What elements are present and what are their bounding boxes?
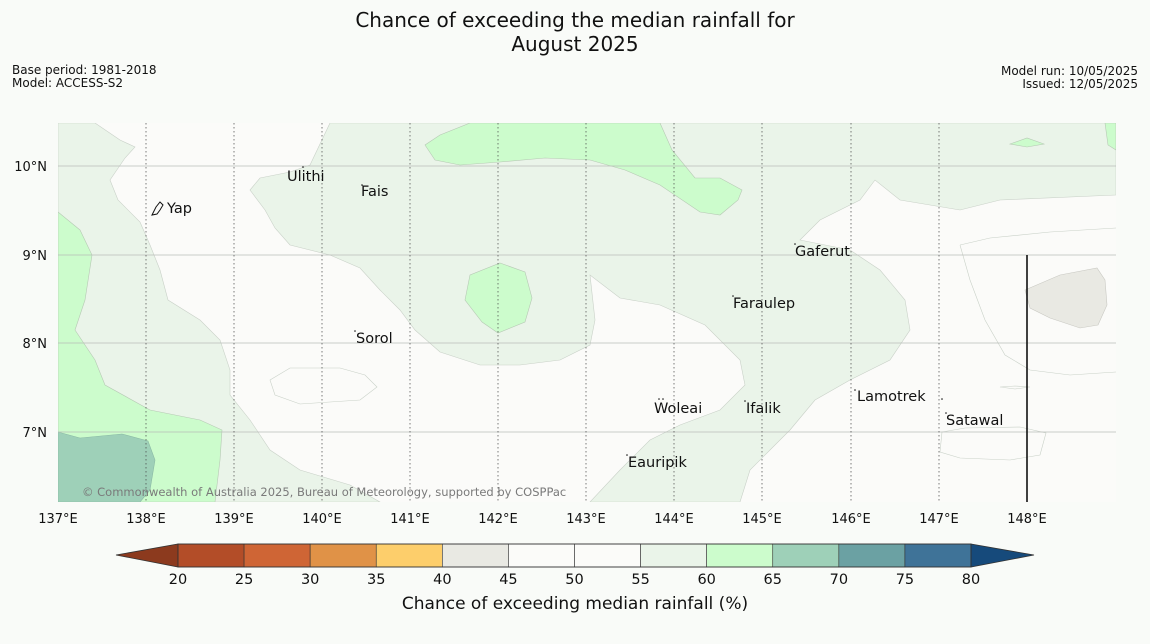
colorbar-tick-label: 55 (631, 572, 649, 588)
copyright-note: © Commonwealth of Australia 2025, Bureau… (82, 485, 566, 499)
colorbar-segments (177, 543, 972, 568)
issued-label: Issued: 12/05/2025 (1022, 77, 1138, 91)
colorbar-tick-label: 35 (367, 572, 385, 588)
map-title: Chance of exceeding the median rainfall … (0, 8, 1150, 56)
lon-label-143e: 143°E (566, 512, 606, 527)
lon-label-138e: 138°E (126, 512, 166, 527)
colorbar-segment (508, 543, 575, 568)
model-run-label: Model run: 10/05/2025 (1000, 64, 1138, 78)
place-label-lamotrek: Lamotrek (857, 389, 926, 405)
colorbar-tick-label: 50 (565, 572, 583, 588)
contour-sorol-south (269, 367, 378, 405)
colorbar-tick-label: 60 (697, 572, 715, 588)
longitude-gridlines (145, 123, 940, 502)
colorbar-frame (177, 543, 972, 568)
colorbar-extend-high (970, 543, 1035, 568)
lon-label-146e: 146°E (831, 512, 871, 527)
lon-label-145e: 145°E (742, 512, 782, 527)
place-label-ifalik: Ifalik (746, 401, 781, 417)
colorbar-segment (442, 543, 509, 568)
title-line-1: Chance of exceeding the median rainfall … (355, 8, 795, 32)
rainfall-probability-fields (58, 123, 1116, 502)
region-60-65-center (464, 262, 533, 334)
colorbar-segment (375, 543, 443, 568)
colorbar-extend-low (115, 543, 179, 568)
contour-east (959, 227, 1116, 376)
colorbar-tick-label: 25 (235, 572, 253, 588)
place-label-ulithi: Ulithi (287, 169, 325, 185)
region-55-60-central (249, 123, 1116, 502)
island-dots (302, 166, 947, 456)
title-line-2: August 2025 (511, 32, 639, 56)
colorbar-tick-label: 65 (764, 572, 782, 588)
colorbar-title: Chance of exceeding median rainfall (%) (401, 594, 749, 614)
place-label-fais: Fais (361, 184, 388, 200)
colorbar-segment (838, 543, 906, 568)
colorbar-segment (243, 543, 311, 568)
contour-small-east (999, 385, 1031, 390)
yap-island (151, 201, 164, 216)
colorbar-segment (772, 543, 840, 568)
lon-label-147e: 147°E (919, 512, 959, 527)
lon-label-139e: 139°E (214, 512, 254, 527)
lon-label-148e: 148°E (1007, 512, 1047, 527)
colorbar-segment (309, 543, 377, 568)
latitude-labels: 10°N 9°N 8°N 7°N (14, 160, 47, 441)
lon-label-144e: 144°E (654, 512, 694, 527)
colorbar-segment (904, 543, 972, 568)
place-label-yap: Yap (166, 201, 192, 217)
meta-left: Base period: 1981-2018 Model: ACCESS-S2 (12, 64, 157, 90)
lat-label-8n: 8°N (23, 337, 48, 352)
model-label: Model: ACCESS-S2 (12, 76, 124, 90)
meta-right: Model run: 10/05/2025 Issued: 12/05/2025 (1001, 65, 1138, 91)
lon-label-137e: 137°E (38, 512, 78, 527)
region-65-70-southwest (58, 431, 156, 502)
place-label-gaferut: Gaferut (795, 244, 850, 260)
colorbar-segment (574, 543, 641, 568)
region-60-65-west (58, 211, 223, 502)
colorbar-tick-label: 40 (433, 572, 451, 588)
colorbar-tick-label: 45 (499, 572, 517, 588)
region-40-45-east (1024, 267, 1108, 329)
region-60-65-north (424, 123, 743, 216)
lat-label-10n: 10°N (14, 160, 47, 175)
place-label-faraulep: Faraulep (733, 296, 795, 312)
region-60-65-northeast (1104, 123, 1116, 151)
place-label-woleai: Woleai (654, 401, 702, 417)
place-label-sorol: Sorol (356, 331, 393, 347)
longitude-labels: 137°E 138°E 139°E 140°E 141°E 142°E 143°… (38, 512, 1047, 527)
place-label-satawal: Satawal (946, 413, 1003, 429)
place-labels: Yap Ulithi Fais Gaferut Faraulep Sorol W… (166, 169, 1003, 471)
colorbar-tick-label: 80 (962, 572, 980, 588)
colorbar-tick-label: 30 (301, 572, 319, 588)
colorbar-tick-label: 20 (169, 572, 187, 588)
colorbar-ticks: 20 25 30 35 40 45 50 55 60 65 70 75 80 (169, 572, 980, 588)
region-60-65-northeast-small (1008, 137, 1046, 148)
colorbar: 20 25 30 35 40 45 50 55 60 65 70 75 80 (115, 543, 1035, 588)
lon-label-142e: 142°E (478, 512, 518, 527)
place-label-eauripik: Eauripik (628, 455, 687, 471)
colorbar-segment (706, 543, 774, 568)
lat-label-7n: 7°N (23, 426, 48, 441)
contour-southeast (939, 426, 1047, 461)
lon-label-141e: 141°E (390, 512, 430, 527)
colorbar-segment (177, 543, 245, 568)
colorbar-tick-label: 75 (896, 572, 914, 588)
lat-label-9n: 9°N (23, 249, 48, 264)
lon-label-140e: 140°E (302, 512, 342, 527)
colorbar-segment (640, 543, 707, 568)
colorbar-tick-label: 70 (830, 572, 848, 588)
base-period-label: Base period: 1981-2018 (12, 63, 157, 77)
